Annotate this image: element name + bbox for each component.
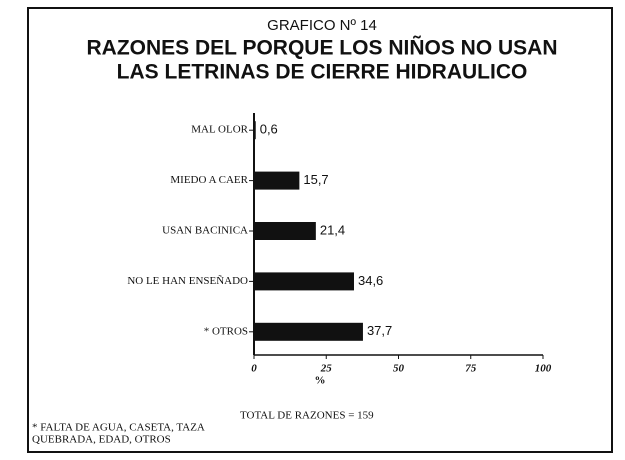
value-label: 21,4 (320, 222, 345, 237)
value-label: 34,6 (358, 273, 383, 288)
x-tick-label: 0 (251, 363, 257, 375)
x-tick-label: 50 (393, 363, 405, 375)
x-tick-label: 100 (535, 363, 552, 375)
y-tick-label: USAN BACINICA (162, 225, 248, 237)
y-tick-label: MAL OLOR (191, 124, 248, 136)
bar (254, 171, 300, 190)
frame (27, 7, 613, 453)
y-tick-label: MIEDO A CAER (170, 174, 248, 186)
value-label: 15,7 (303, 172, 328, 187)
value-label: 37,7 (367, 323, 392, 338)
footnote: * FALTA DE AGUA, CASETA, TAZA (32, 422, 205, 434)
annotation: TOTAL DE RAZONES = 159 (240, 410, 374, 422)
y-tick-label: * OTROS (204, 325, 248, 337)
bar (254, 272, 354, 291)
chart-subtitle: LAS LETRINAS DE CIERRE HIDRAULICO (117, 61, 528, 84)
bar (254, 322, 363, 341)
bar (254, 121, 256, 140)
x-tick-label: 75 (465, 363, 477, 375)
value-label: 0,6 (260, 122, 278, 137)
x-tick-label: 25 (320, 363, 333, 375)
footnote: QUEBRADA, EDAD, OTROS (32, 434, 171, 446)
bar (254, 222, 316, 240)
x-axis-label: % (315, 375, 326, 387)
chart-subtitle: RAZONES DEL PORQUE LOS NIÑOS NO USAN (87, 37, 558, 60)
chart-title: GRAFICO Nº 14 (267, 17, 377, 34)
y-tick-label: NO LE HAN ENSEÑADO (127, 275, 248, 287)
